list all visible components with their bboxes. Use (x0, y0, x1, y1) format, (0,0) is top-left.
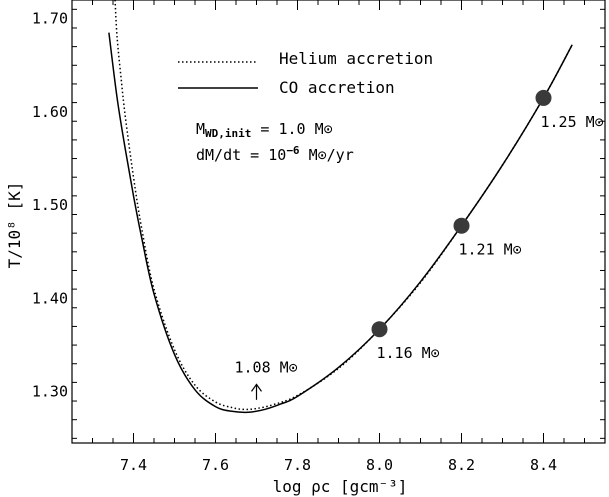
legend: Helium accretion CO accretion (178, 49, 433, 97)
data-markers: 1.16 M⊙ 1.21 M⊙ 1.25 M⊙ (371, 89, 604, 362)
data-marker (453, 217, 470, 234)
annotation-mwd: MWD,init = 1.0 M⊙ (196, 120, 333, 140)
y-tick-label: 1.50 (32, 196, 68, 214)
y-tick-label: 1.60 (32, 103, 68, 121)
x-tick-label: 7.8 (284, 456, 311, 474)
x-tick-labels: 7.4 7.6 7.8 8.0 8.2 8.4 (120, 456, 557, 474)
marker-label: 1.25 M⊙ (541, 113, 604, 131)
arrow-annotation: 1.08 M⊙ (235, 358, 298, 400)
x-tick-label: 7.6 (202, 456, 229, 474)
data-marker (371, 321, 388, 338)
y-tick-label: 1.70 (32, 10, 68, 28)
arrow-head (251, 383, 262, 392)
legend-label-helium: Helium accretion (279, 49, 433, 68)
marker-label: 1.16 M⊙ (377, 344, 440, 362)
axis-ticks (72, 0, 605, 443)
x-tick-label: 7.4 (120, 456, 147, 474)
y-tick-label: 1.40 (32, 289, 68, 307)
data-marker (535, 89, 552, 106)
x-tick-label: 8.2 (448, 456, 475, 474)
marker-label: 1.21 M⊙ (459, 241, 522, 259)
x-axis-title: log ρc [gcm⁻³] (273, 477, 408, 496)
legend-label-co: CO accretion (279, 78, 395, 97)
annotation-accretion-rate: dM/dt = 10−6 M⊙/yr (196, 144, 354, 164)
series-line-helium-accretion (114, 0, 573, 411)
series-line-co-accretion (108, 32, 573, 414)
y-tick-label: 1.30 (32, 383, 68, 401)
y-tick-labels: 1.30 1.40 1.50 1.60 1.70 (32, 10, 68, 401)
data-series (108, 0, 573, 414)
x-tick-label: 8.4 (530, 456, 557, 474)
y-axis-title: T/10⁸ [K] (5, 182, 24, 269)
x-tick-label: 8.0 (366, 456, 393, 474)
arrow-label: 1.08 M⊙ (235, 358, 298, 376)
